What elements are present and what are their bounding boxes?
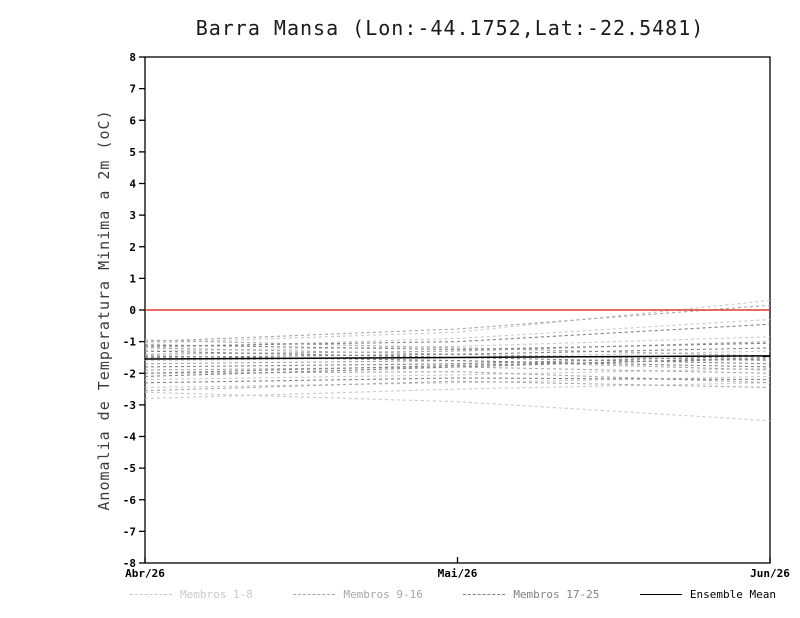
legend-label-members-9-16: Membros 9-16 <box>343 587 423 601</box>
legend-line-members-17-25-icon <box>463 593 506 595</box>
svg-text:Abr/26: Abr/26 <box>125 567 165 580</box>
svg-text:2: 2 <box>129 241 136 254</box>
svg-text:-2: -2 <box>123 367 136 380</box>
legend-line-members-9-16-icon <box>293 593 336 595</box>
legend-label-members-1-8: Membros 1-8 <box>180 587 253 601</box>
svg-text:7: 7 <box>129 83 136 96</box>
svg-text:-5: -5 <box>123 462 136 475</box>
svg-text:1: 1 <box>129 272 136 285</box>
svg-text:4: 4 <box>129 178 136 191</box>
svg-text:-1: -1 <box>123 336 137 349</box>
legend-item-members-17-25: Membros 17-25 <box>463 588 599 601</box>
svg-text:6: 6 <box>129 114 136 127</box>
svg-text:-8: -8 <box>123 557 136 570</box>
svg-text:-4: -4 <box>123 431 137 444</box>
svg-text:Jun/26: Jun/26 <box>750 567 790 580</box>
chart-title: Barra Mansa (Lon:-44.1752,Lat:-22.5481) <box>195 16 705 40</box>
legend-line-ensemble-mean-icon <box>639 593 682 595</box>
svg-text:-6: -6 <box>123 494 137 507</box>
legend-line-members-1-8-icon <box>130 593 172 595</box>
svg-text:8: 8 <box>129 51 136 64</box>
legend-label-members-17-25: Membros 17-25 <box>513 587 600 601</box>
legend-item-members-1-8: Membros 1-8 <box>130 588 253 601</box>
chart-legend: Membros 1-8 Membros 9-16 Membros 17-25 E… <box>130 583 776 605</box>
svg-text:0: 0 <box>129 304 136 317</box>
legend-item-ensemble-mean: Ensemble Mean <box>639 587 776 601</box>
svg-text:-7: -7 <box>123 525 136 538</box>
legend-item-members-9-16: Membros 9-16 <box>293 587 423 601</box>
svg-text:-3: -3 <box>123 399 136 412</box>
svg-text:5: 5 <box>129 146 136 159</box>
svg-text:3: 3 <box>129 209 136 222</box>
legend-label-ensemble-mean: Ensemble Mean <box>689 587 776 601</box>
svg-text:Mai/26: Mai/26 <box>438 567 478 580</box>
